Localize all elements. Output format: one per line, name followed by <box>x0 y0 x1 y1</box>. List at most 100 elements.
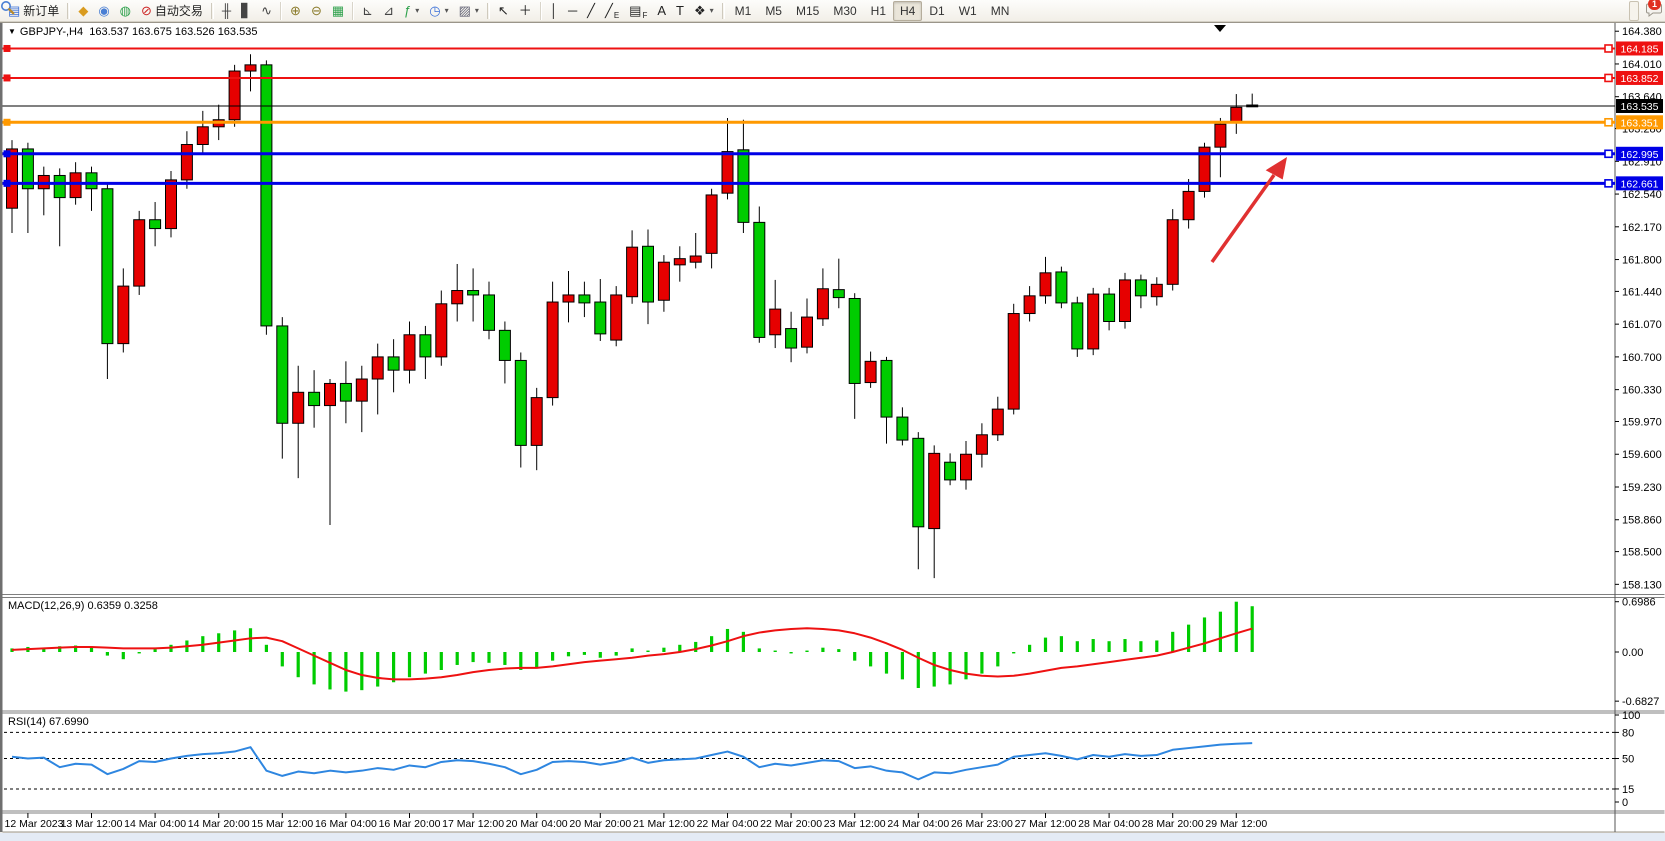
chart-shift-marker[interactable] <box>1214 25 1226 32</box>
price-tick-label: 162.540 <box>1622 189 1662 201</box>
macd-pane[interactable] <box>10 601 1254 692</box>
profile-icon[interactable]: ◉ <box>93 1 114 21</box>
dropdown-caret-icon[interactable]: ▾ <box>444 6 449 15</box>
up-candle <box>562 294 575 303</box>
text-label-icon[interactable]: T <box>671 1 689 21</box>
up-candle <box>610 294 623 341</box>
down-candle <box>896 416 909 441</box>
text-icon[interactable]: A <box>652 1 671 21</box>
dropdown-caret-icon[interactable]: ▾ <box>709 6 714 15</box>
up-candle <box>117 285 130 345</box>
price-tick-label: 159.230 <box>1622 482 1662 494</box>
time-tick-label: 16 Mar 04:00 <box>315 818 377 830</box>
horizontal-line-icon[interactable]: ─ <box>563 1 582 21</box>
tile-windows-icon: ▦ <box>331 3 345 18</box>
indicator-window-icon[interactable]: ⊾ <box>357 1 378 21</box>
line-chart-type-icon[interactable]: ∿ <box>256 1 277 21</box>
timeframe-h4[interactable]: H4 <box>893 0 923 21</box>
templates-icon[interactable]: ▨ ▾ <box>454 1 484 21</box>
channel-icon[interactable]: ╱ E <box>600 1 624 21</box>
up-candle <box>816 288 829 320</box>
up-candle <box>355 378 368 402</box>
time-tick-label: 28 Mar 04:00 <box>1078 818 1140 830</box>
timeframe-m15[interactable]: M15 <box>795 3 820 18</box>
horizontal-level-lines[interactable] <box>2 44 1616 188</box>
dropdown-caret-icon[interactable]: ▾ <box>474 6 479 15</box>
rsi-pane[interactable] <box>4 731 1615 790</box>
timeframe-m30[interactable]: M30 <box>833 3 857 18</box>
crosshair-icon[interactable]: ＋ <box>514 1 537 21</box>
signals-icon[interactable]: ◍ <box>115 1 136 21</box>
up-candle <box>1150 283 1163 298</box>
cursor-icon[interactable]: ↖ <box>493 1 514 21</box>
svg-text:163.535: 163.535 <box>1621 101 1659 113</box>
new-order-button-label: 新订单 <box>23 4 60 18</box>
zoom-out-icon[interactable]: ⊖ <box>306 1 327 21</box>
notifications-button[interactable]: 1 <box>1645 0 1662 21</box>
fibonacci-icon[interactable]: ▤ F <box>624 1 652 21</box>
main-toolbar: ▤ 新订单 ◆ ◉ ◍ ⊘ 自动交易 ╫ ▋ ∿ ⊕ ⊖ ▦ ⊾ ⊿ ƒ ▾ ◷ ▾ ▨ ▾ ↖ ＋ │ ─ ╱ ╱ E ▤ F A T ❖ ▾ M… <box>0 0 1665 22</box>
up-candle <box>1166 219 1179 285</box>
timeframe-d1[interactable]: D1 <box>929 3 945 18</box>
autotrading-button-label: 自动交易 <box>154 4 203 18</box>
down-candle <box>149 219 162 230</box>
time-tick-label: 23 Mar 12:00 <box>824 818 886 830</box>
toolbar-grip <box>721 2 725 19</box>
price-tick-label: 161.440 <box>1622 286 1662 298</box>
down-candle <box>308 391 321 407</box>
arrows-icon[interactable]: ❖ ▾ <box>689 1 719 21</box>
timeframe-m1[interactable]: M1 <box>734 3 752 18</box>
dropdown-caret-icon[interactable]: ▾ <box>415 6 420 15</box>
time-tick-label: 15 Mar 12:00 <box>251 818 313 830</box>
text-icon: A <box>657 3 667 18</box>
up-candle <box>1087 293 1100 350</box>
down-candle <box>101 188 114 345</box>
price-tick-label: 158.130 <box>1622 579 1662 591</box>
down-candle <box>880 359 893 418</box>
timeframe-w1[interactable]: W1 <box>958 3 977 18</box>
candlestick-chart-type-icon: ▋ <box>241 3 252 18</box>
new-order-button[interactable]: ▤ 新订单 <box>3 1 64 21</box>
trendline-icon[interactable]: ╱ <box>582 1 600 21</box>
timeframe-mn[interactable]: MN <box>990 3 1010 18</box>
bar-chart-type-icon[interactable]: ╫ <box>217 1 236 21</box>
candlestick-chart-type-icon[interactable]: ▋ <box>236 1 256 21</box>
autotrading-button[interactable]: ⊘ 自动交易 <box>136 1 208 21</box>
svg-text:162.995: 162.995 <box>1621 149 1659 161</box>
svg-text:163.852: 163.852 <box>1621 73 1659 85</box>
cursor-icon: ↖ <box>497 3 509 18</box>
down-candle <box>594 301 607 335</box>
timeframe-m5[interactable]: M5 <box>765 3 782 18</box>
vertical-line-icon[interactable]: │ <box>545 1 563 21</box>
up-candle <box>403 334 416 371</box>
chart-ohlc-values: 163.537 163.675 163.526 163.535 <box>89 26 258 38</box>
rsi-line <box>11 742 1253 781</box>
time-tick-label: 20 Mar 04:00 <box>506 818 568 830</box>
price-tick-label: 158.860 <box>1622 515 1662 527</box>
macd-scale-label: -0.6827 <box>1622 696 1659 708</box>
up-candle <box>435 303 448 358</box>
indicator-window2-icon[interactable]: ⊿ <box>378 1 399 21</box>
tile-windows-icon[interactable]: ▦ <box>327 1 349 21</box>
add-indicator-icon[interactable]: ƒ ▾ <box>399 1 424 21</box>
zoom-in-icon[interactable]: ⊕ <box>285 1 306 21</box>
toolbar-grip <box>210 2 214 19</box>
periods-icon[interactable]: ◷ ▾ <box>424 1 453 21</box>
symbols-icon[interactable]: ◆ <box>73 1 93 21</box>
price-tick-label: 161.070 <box>1622 319 1662 331</box>
chevron-down-icon[interactable]: ▼ <box>8 27 16 36</box>
trend-arrow[interactable] <box>1210 157 1287 264</box>
search-icon <box>1 1 15 15</box>
rsi-scale-label: 15 <box>1622 784 1634 796</box>
search-button[interactable] <box>1 0 1639 21</box>
svg-text:163.351: 163.351 <box>1621 117 1659 129</box>
timeframe-h1[interactable]: H1 <box>870 3 887 18</box>
up-candle <box>244 64 257 72</box>
time-tick-label: 13 Mar 12:00 <box>61 818 123 830</box>
down-candle <box>753 221 766 338</box>
up-candle <box>133 219 146 287</box>
new-order: ▤ <box>8 3 21 18</box>
symbols-icon: ◆ <box>78 3 89 18</box>
